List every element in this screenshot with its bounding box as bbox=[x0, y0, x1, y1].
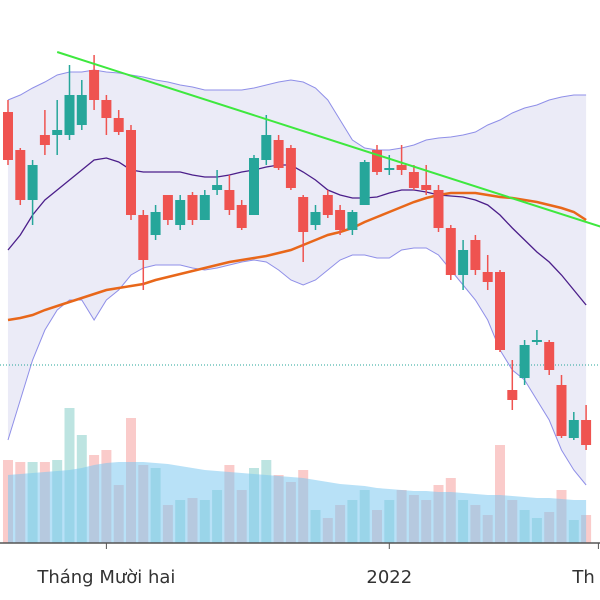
candle-body bbox=[76, 95, 87, 125]
candle-body bbox=[507, 390, 518, 400]
candle-body bbox=[482, 272, 493, 282]
candle-body bbox=[384, 168, 395, 170]
candle-body bbox=[150, 212, 161, 235]
candle-body bbox=[408, 172, 419, 188]
candle-body bbox=[470, 240, 481, 270]
candle-body bbox=[52, 130, 63, 135]
candle-body bbox=[64, 95, 75, 135]
candle-body bbox=[335, 210, 346, 230]
candle-body bbox=[187, 195, 198, 220]
candle-body bbox=[433, 190, 444, 228]
candle-body bbox=[89, 70, 100, 100]
candle-body bbox=[458, 250, 469, 275]
candle-body bbox=[322, 195, 333, 215]
candle-body bbox=[15, 150, 26, 200]
candle-body bbox=[495, 272, 505, 350]
candle-body bbox=[445, 228, 456, 275]
candle-body bbox=[581, 420, 592, 445]
candle-body bbox=[285, 148, 296, 188]
candle-body bbox=[544, 342, 555, 370]
candle-body bbox=[138, 215, 149, 260]
candle-body bbox=[396, 165, 407, 170]
candle-body bbox=[298, 197, 309, 232]
x-tick-label: 2022 bbox=[366, 567, 412, 588]
candle-body bbox=[371, 150, 382, 172]
trendline bbox=[56, 51, 600, 228]
ema-line bbox=[7, 191, 587, 322]
band-lower bbox=[7, 247, 587, 486]
band-upper bbox=[7, 69, 587, 151]
candle-body bbox=[347, 212, 358, 230]
candle-body bbox=[39, 135, 50, 145]
candle-body bbox=[27, 165, 38, 200]
band-fill bbox=[7, 70, 587, 485]
candle-body bbox=[261, 135, 272, 160]
candle-body bbox=[236, 205, 247, 228]
candle-body bbox=[224, 190, 235, 210]
x-tick-label: Th bbox=[571, 567, 594, 588]
candle-body bbox=[519, 345, 530, 378]
candle-body bbox=[125, 130, 136, 215]
candle-body bbox=[359, 162, 370, 205]
candle-body bbox=[162, 195, 173, 220]
candle-body bbox=[113, 118, 124, 132]
candle-body bbox=[556, 385, 567, 436]
candle-body bbox=[212, 185, 223, 190]
candle-body bbox=[199, 195, 210, 220]
candle-body bbox=[310, 212, 321, 225]
candle-body bbox=[273, 140, 284, 168]
volume-bar bbox=[495, 445, 505, 543]
candle-body bbox=[248, 158, 259, 215]
x-tick-label: Tháng Mười hai bbox=[36, 567, 175, 588]
band-middle bbox=[7, 157, 587, 306]
candle-body bbox=[175, 200, 186, 225]
candle-body bbox=[421, 185, 432, 190]
volume-ma-area bbox=[7, 462, 587, 543]
candle-body bbox=[568, 420, 579, 438]
candle-body bbox=[2, 112, 13, 160]
candle-body bbox=[101, 100, 112, 118]
candle-body bbox=[531, 340, 542, 342]
